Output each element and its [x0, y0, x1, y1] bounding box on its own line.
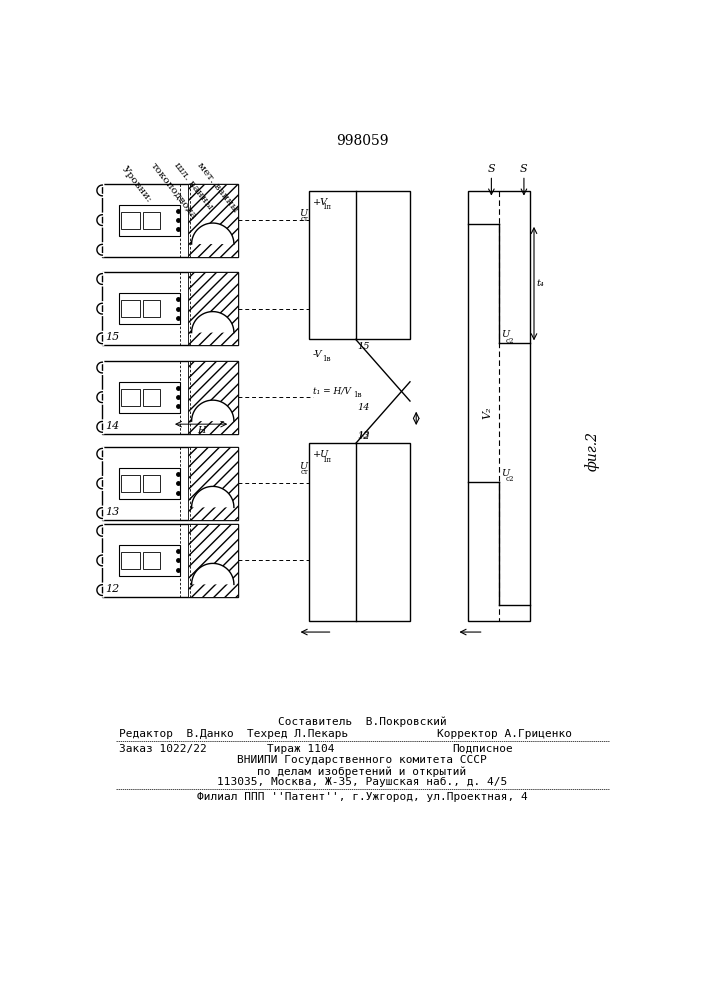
Text: U: U	[300, 462, 308, 471]
Text: U: U	[501, 469, 509, 478]
Bar	[187, 184, 238, 257]
Text: +U: +U	[313, 450, 329, 459]
Bar	[187, 272, 238, 345]
Text: -V: -V	[313, 350, 322, 359]
Text: +V: +V	[313, 198, 328, 207]
Text: H: H	[197, 426, 206, 435]
Text: t₁ = H/V: t₁ = H/V	[313, 387, 351, 396]
Text: шл. ванны: шл. ванны	[172, 161, 214, 211]
Text: мет. ванны: мет. ванны	[195, 161, 240, 214]
Bar	[119, 468, 180, 499]
Text: t₄: t₄	[537, 279, 544, 288]
Text: 15: 15	[105, 332, 119, 342]
Bar	[121, 300, 140, 317]
Text: V₂: V₂	[482, 406, 493, 419]
Bar	[103, 447, 238, 520]
Bar	[143, 552, 160, 569]
Bar	[187, 361, 238, 434]
Text: 13: 13	[357, 431, 370, 440]
Bar	[119, 545, 180, 576]
Text: ст: ст	[300, 468, 308, 476]
Bar	[143, 475, 160, 492]
Text: 15: 15	[357, 342, 370, 351]
Text: 1в: 1в	[354, 391, 362, 399]
Text: S: S	[520, 164, 527, 174]
Bar	[103, 272, 238, 345]
Polygon shape	[192, 223, 234, 244]
Bar	[309, 443, 410, 620]
Text: 12: 12	[105, 584, 119, 594]
Bar	[103, 524, 238, 597]
Bar	[119, 205, 180, 235]
Bar	[468, 191, 530, 620]
Text: Редактор  В.Данко: Редактор В.Данко	[119, 729, 234, 739]
Text: S: S	[488, 164, 495, 174]
Text: с2: с2	[506, 337, 514, 345]
Text: Составитель  В.Покровский: Составитель В.Покровский	[278, 717, 446, 727]
Bar	[143, 389, 160, 406]
Bar	[103, 184, 238, 257]
Text: с2: с2	[506, 475, 514, 483]
Text: 14: 14	[357, 403, 370, 412]
Text: токоподвода: токоподвода	[149, 161, 199, 220]
Polygon shape	[192, 312, 234, 333]
Text: Корректор А.Гриценко: Корректор А.Гриценко	[437, 729, 572, 739]
Bar	[121, 389, 140, 406]
Text: Техред Л.Пекарь: Техред Л.Пекарь	[247, 729, 349, 739]
Bar	[143, 300, 160, 317]
Bar	[121, 212, 140, 229]
Bar	[103, 361, 238, 434]
Text: Подписное: Подписное	[452, 744, 513, 754]
Text: ст: ст	[300, 215, 308, 223]
Polygon shape	[192, 400, 234, 421]
Bar	[119, 293, 180, 324]
Text: 13: 13	[105, 507, 119, 517]
Text: 113035, Москва, Ж-35, Раушская наб., д. 4/5: 113035, Москва, Ж-35, Раушская наб., д. …	[217, 777, 507, 787]
Bar	[187, 447, 238, 520]
Text: ВНИИПИ Государственного комитета СССР: ВНИИПИ Государственного комитета СССР	[237, 755, 487, 765]
Polygon shape	[192, 486, 234, 507]
Text: Уровни:: Уровни:	[119, 165, 153, 204]
Bar	[143, 212, 160, 229]
Text: U: U	[501, 330, 509, 339]
Text: 1п: 1п	[322, 456, 332, 464]
Bar	[187, 524, 238, 597]
Text: фиг.2: фиг.2	[585, 431, 600, 471]
Text: 1п: 1п	[322, 203, 332, 211]
Polygon shape	[192, 563, 234, 584]
Text: 14: 14	[105, 421, 119, 431]
Text: Тираж 1104: Тираж 1104	[267, 744, 334, 754]
Text: 12: 12	[357, 432, 370, 441]
Text: U: U	[300, 209, 308, 218]
Bar	[119, 382, 180, 413]
Text: по делам изобретений и открытий: по делам изобретений и открытий	[257, 766, 467, 777]
Text: 998059: 998059	[336, 134, 388, 148]
Text: Филиал ППП ''Патент'', г.Ужгород, ул.Проектная, 4: Филиал ППП ''Патент'', г.Ужгород, ул.Про…	[197, 792, 527, 802]
Bar	[121, 552, 140, 569]
Bar	[309, 191, 410, 339]
Text: Заказ 1022/22: Заказ 1022/22	[119, 744, 207, 754]
Text: 1в: 1в	[322, 355, 331, 363]
Bar	[121, 475, 140, 492]
